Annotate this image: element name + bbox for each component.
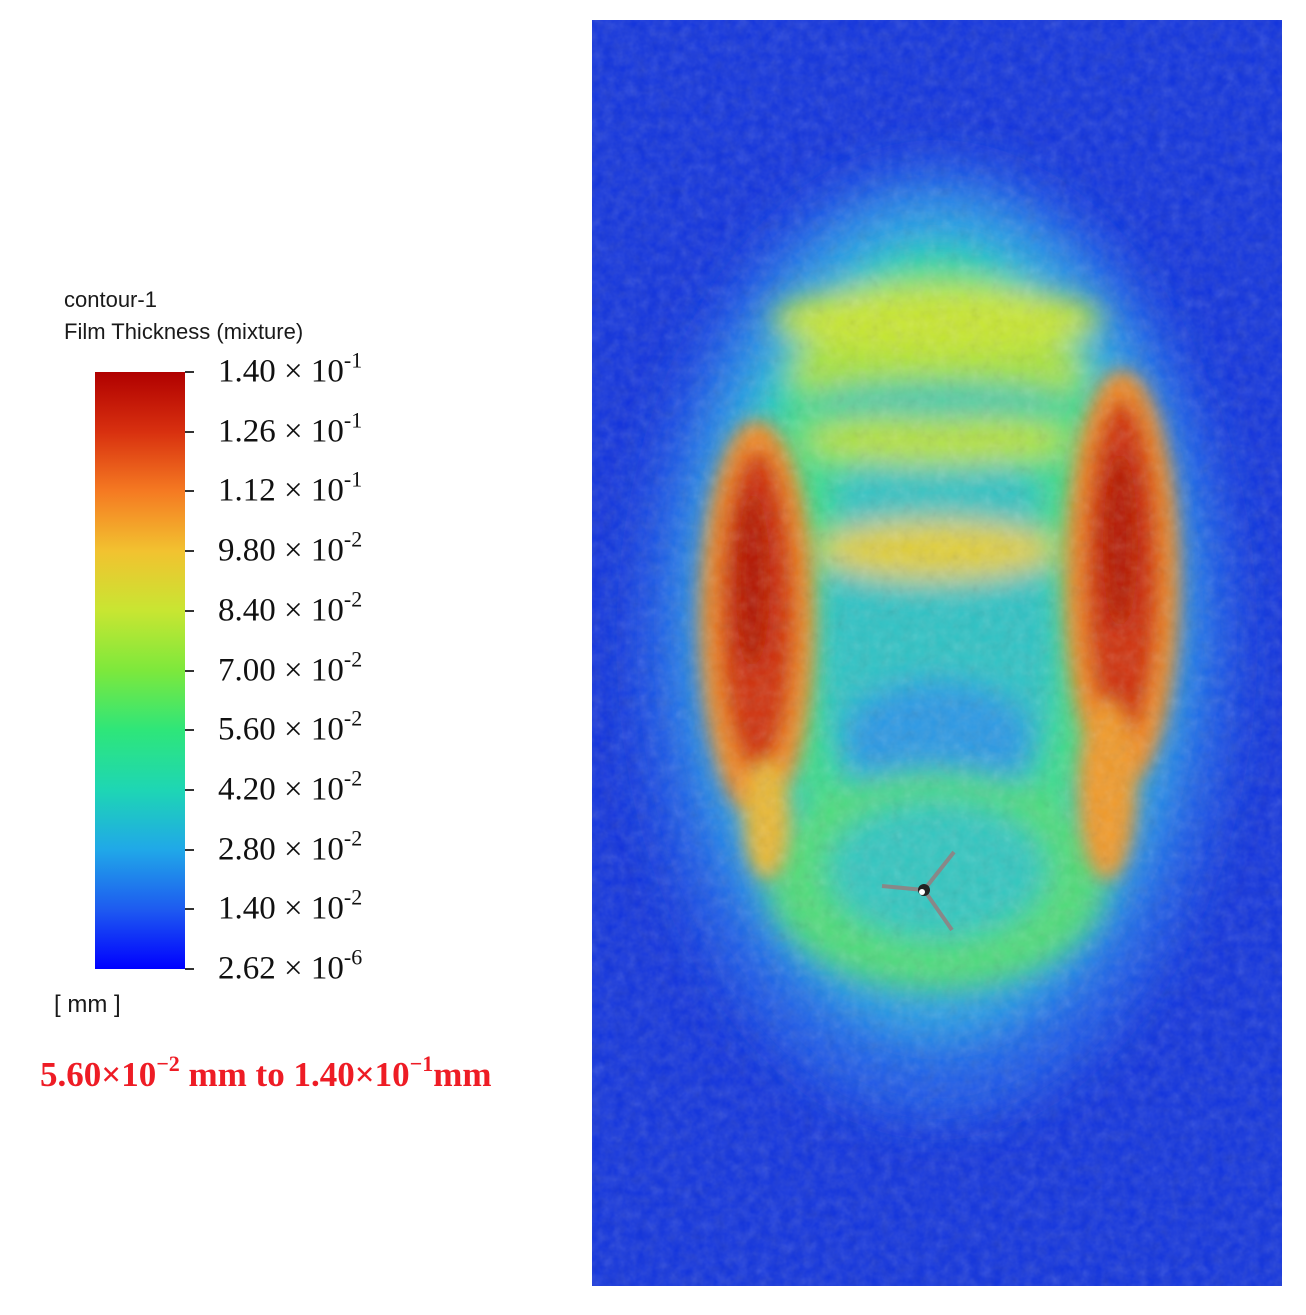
colorbar-fill bbox=[95, 372, 185, 969]
tick-exponent: -6 bbox=[343, 944, 363, 970]
colorbar-tick bbox=[185, 490, 194, 493]
colorbar-tick-label: 5.60 × 10-2 bbox=[218, 707, 362, 748]
range-low-exponent: −2 bbox=[156, 1051, 180, 1076]
tick-mantissa: 2.80 × 10 bbox=[218, 831, 344, 868]
colorbar-tick bbox=[185, 908, 194, 911]
tick-mantissa: 1.26 × 10 bbox=[218, 413, 344, 450]
tick-exponent: -2 bbox=[343, 825, 363, 851]
colorbar-tick-label: 1.12 × 10-1 bbox=[218, 468, 362, 509]
colorbar-tick-label: 1.40 × 10-2 bbox=[218, 886, 362, 927]
colorbar-tick bbox=[185, 848, 194, 851]
colorbar-tick-label: 1.26 × 10-1 bbox=[218, 409, 362, 450]
range-middle: mm to bbox=[179, 1055, 294, 1094]
injector-marker bbox=[881, 850, 956, 932]
range-high-mantissa: 1.40×10 bbox=[293, 1055, 410, 1094]
tick-exponent: -1 bbox=[343, 407, 363, 433]
range-suffix: mm bbox=[433, 1055, 492, 1094]
tick-mantissa: 7.00 × 10 bbox=[218, 652, 344, 688]
colorbar-tick-label: 9.80 × 10-2 bbox=[218, 528, 362, 569]
colorbar-tick bbox=[185, 788, 194, 791]
colorbar-tick bbox=[185, 729, 194, 732]
legend-name: contour-1 bbox=[64, 287, 157, 312]
tick-mantissa: 8.40 × 10 bbox=[218, 592, 344, 629]
colorbar bbox=[95, 372, 185, 969]
tick-exponent: -1 bbox=[343, 347, 363, 373]
colorbar-tick-label: 7.00 × 10-2 bbox=[218, 648, 362, 688]
range-high-exponent: −1 bbox=[409, 1051, 434, 1076]
tick-exponent: -2 bbox=[343, 586, 363, 612]
colorbar-tick bbox=[185, 550, 194, 553]
tick-exponent: -2 bbox=[343, 705, 363, 731]
legend-variable: Film Thickness (mixture) bbox=[64, 319, 304, 344]
colorbar-tick bbox=[185, 609, 194, 612]
range-low-mantissa: 5.60×10 bbox=[40, 1055, 157, 1094]
plot-noise bbox=[592, 20, 1282, 1286]
colorbar-tick-label: 8.40 × 10-2 bbox=[218, 588, 362, 629]
tick-exponent: -2 bbox=[343, 884, 363, 910]
tick-mantissa: 9.80 × 10 bbox=[218, 532, 344, 569]
unit-label: [ mm ] bbox=[54, 991, 121, 1018]
tick-mantissa: 1.40 × 10 bbox=[218, 890, 344, 927]
tick-mantissa: 1.12 × 10 bbox=[218, 472, 344, 509]
tick-exponent: -2 bbox=[343, 526, 363, 552]
colorbar-tick-label: 2.80 × 10-2 bbox=[218, 827, 362, 868]
colorbar-tick bbox=[185, 968, 194, 970]
colorbar-tick-label: 1.40 × 10-1 bbox=[218, 349, 362, 390]
tick-exponent: -2 bbox=[343, 646, 363, 671]
colorbar-tick bbox=[185, 371, 194, 373]
tick-mantissa: 1.40 × 10 bbox=[218, 353, 344, 390]
colorbar-tick-label: 2.62 × 10-6 bbox=[218, 946, 362, 987]
tick-mantissa: 5.60 × 10 bbox=[218, 711, 344, 748]
range-note: 5.60×10−2 mm to 1.40×10−1mm bbox=[40, 1053, 492, 1094]
tick-exponent: -1 bbox=[343, 466, 363, 492]
contour-plot bbox=[592, 20, 1282, 1286]
colorbar-tick bbox=[185, 669, 194, 672]
tick-exponent: -2 bbox=[343, 765, 363, 791]
tick-mantissa: 2.62 × 10 bbox=[218, 950, 344, 987]
tick-mantissa: 4.20 × 10 bbox=[218, 771, 344, 808]
colorbar-tick-label: 4.20 × 10-2 bbox=[218, 767, 362, 808]
colorbar-tick bbox=[185, 430, 194, 433]
